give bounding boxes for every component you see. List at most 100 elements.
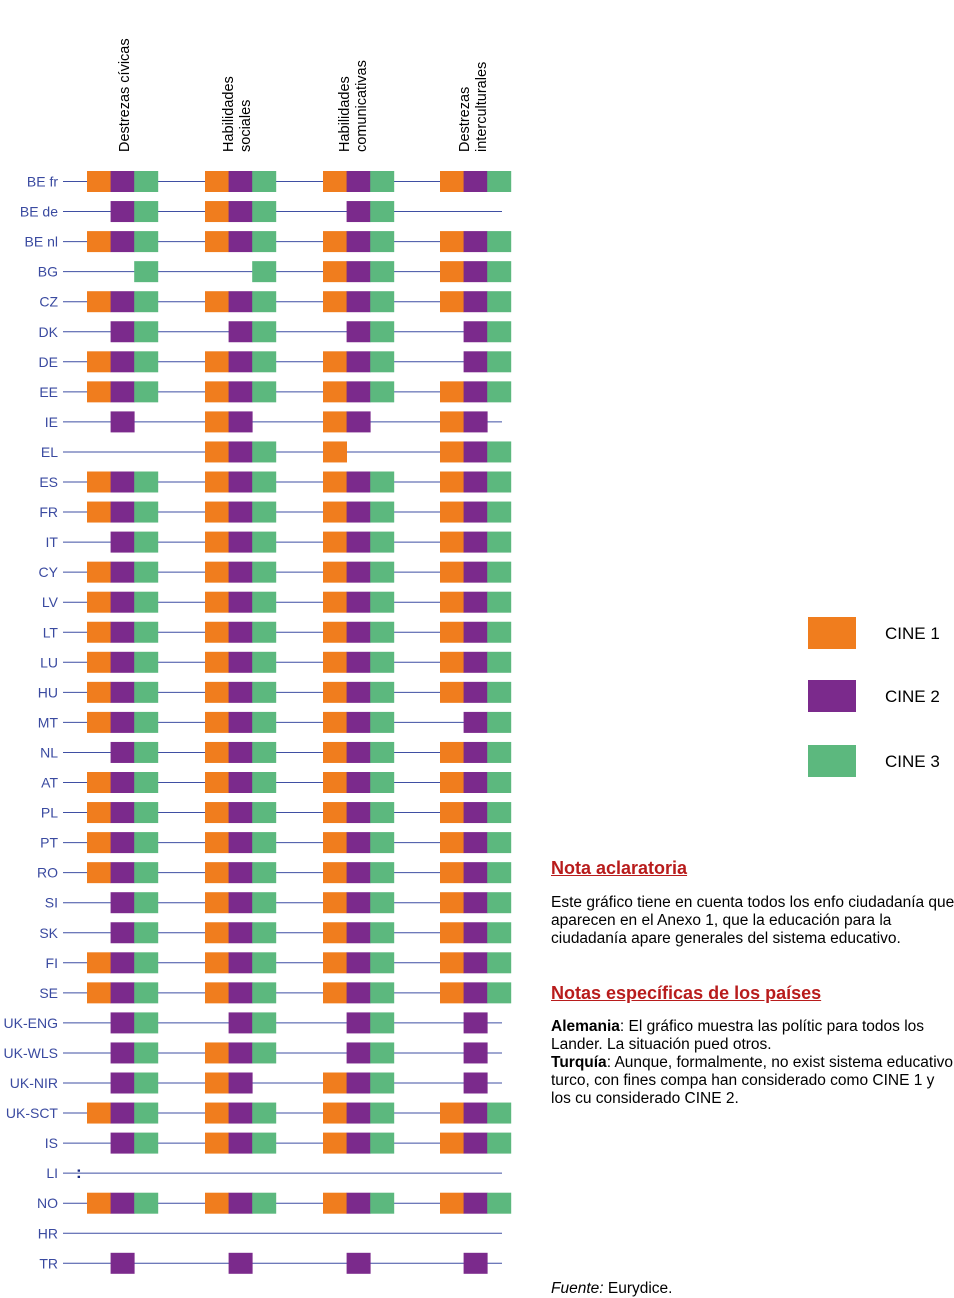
source-label: Fuente:	[551, 1280, 604, 1297]
block-uk-eng-col2-cine2	[228, 1012, 253, 1034]
note-heading-aclaratoria: Nota aclaratoria	[551, 858, 688, 878]
block-lt-col2-cine3	[252, 621, 277, 643]
block-fr-col4-cine1	[440, 501, 464, 523]
block-be-nl-col3-cine2	[346, 231, 371, 253]
block-sk-col4-cine3	[487, 922, 512, 944]
block-uk-sct-col2-cine1	[205, 1102, 229, 1124]
block-de-col1-cine3	[134, 351, 159, 373]
block-hu-col3-cine3	[370, 681, 395, 703]
block-fr-col1-cine3	[134, 501, 159, 523]
block-dk-col3-cine2	[346, 321, 371, 343]
block-fr-col1-cine2	[110, 501, 135, 523]
block-fi-col4-cine1	[440, 952, 464, 974]
block-sk-col2-cine2	[228, 922, 253, 944]
block-pl-col3-cine2	[346, 802, 371, 824]
block-ie-col2-cine1	[205, 411, 229, 433]
block-lt-col4-cine1	[440, 621, 464, 643]
block-ro-col2-cine2	[228, 862, 253, 884]
block-fr-col4-cine3	[487, 501, 512, 523]
block-it-col3-cine1	[323, 531, 347, 553]
country-label-ro: RO	[37, 865, 58, 881]
block-be-nl-col4-cine2	[463, 231, 488, 253]
block-sk-col4-cine1	[440, 922, 464, 944]
block-el-col4-cine2	[463, 441, 488, 463]
block-lt-col2-cine1	[205, 621, 229, 643]
block-se-col3-cine1	[323, 982, 347, 1004]
legend-label-cine3: CINE 3	[885, 752, 940, 771]
block-it-col4-cine2	[463, 531, 488, 553]
block-uk-nir-col3-cine3	[370, 1072, 395, 1094]
block-pt-col1-cine3	[134, 832, 159, 854]
block-uk-sct-col3-cine3	[370, 1102, 395, 1124]
block-si-col1-cine3	[134, 892, 159, 914]
country-label-fi: FI	[46, 955, 58, 971]
block-ro-col2-cine3	[252, 862, 277, 884]
note-text-aclaratoria: Este gráfico tiene en cuenta todos los e…	[551, 894, 954, 956]
block-pt-col4-cine3	[487, 832, 512, 854]
block-cy-col3-cine2	[346, 561, 371, 583]
block-be-fr-col4-cine2	[463, 171, 488, 192]
row-cz: CZ	[39, 291, 512, 313]
block-es-col2-cine1	[205, 471, 229, 493]
block-at-col4-cine3	[487, 772, 512, 793]
country-label-cz: CZ	[39, 294, 58, 310]
block-hu-col2-cine2	[228, 681, 253, 703]
block-de-col3-cine1	[323, 351, 347, 373]
block-cz-col4-cine3	[487, 291, 512, 313]
block-be-de-col1-cine2	[110, 201, 135, 223]
block-cy-col4-cine3	[487, 561, 512, 583]
block-pt-col3-cine1	[323, 832, 347, 854]
block-fi-col3-cine2	[346, 952, 371, 974]
block-at-col2-cine3	[252, 772, 277, 793]
block-cz-col1-cine1	[87, 291, 111, 313]
block-uk-wls-col4-cine2	[463, 1042, 488, 1064]
row-is: IS	[45, 1132, 512, 1154]
block-it-col4-cine3	[487, 531, 512, 553]
block-be-fr-col3-cine1	[323, 171, 347, 192]
row-nl: NL	[40, 741, 512, 763]
block-be-nl-col4-cine3	[487, 231, 512, 253]
block-se-col3-cine2	[346, 982, 371, 1004]
row-uk-nir: UK-NIR	[10, 1072, 502, 1094]
country-label-de: DE	[39, 354, 58, 370]
block-no-col2-cine1	[205, 1192, 229, 1214]
block-se-col2-cine2	[228, 982, 253, 1004]
block-cy-col1-cine1	[87, 561, 111, 583]
block-pt-col4-cine2	[463, 832, 488, 854]
block-si-col3-cine1	[323, 892, 347, 914]
block-sk-col1-cine3	[134, 922, 159, 944]
block-si-col3-cine2	[346, 892, 371, 914]
note-para-alemania: Alemania: El gráfico muestra las polític…	[551, 1018, 954, 1054]
block-bg-col4-cine1	[440, 261, 464, 283]
note-text-paises: Alemania: El gráfico muestra las polític…	[551, 1018, 954, 1116]
block-ro-col3-cine3	[370, 862, 395, 884]
block-nl-col3-cine3	[370, 741, 395, 763]
country-label-ee: EE	[39, 384, 58, 400]
block-lu-col1-cine1	[87, 651, 111, 673]
block-cy-col2-cine1	[205, 561, 229, 583]
block-si-col2-cine3	[252, 892, 277, 914]
block-at-col3-cine2	[346, 772, 371, 793]
block-sk-col2-cine3	[252, 922, 277, 944]
block-sk-col3-cine1	[323, 922, 347, 944]
block-es-col3-cine1	[323, 471, 347, 493]
block-is-col2-cine2	[228, 1132, 253, 1154]
block-es-col4-cine3	[487, 471, 512, 493]
block-fi-col2-cine2	[228, 952, 253, 974]
block-sk-col3-cine3	[370, 922, 395, 944]
legend-swatch-cine3	[808, 745, 856, 777]
row-dk: DK	[39, 321, 512, 343]
block-ee-col4-cine1	[440, 381, 464, 403]
country-label-tr: TR	[39, 1255, 58, 1271]
column-header-1-line-1: Destrezas cívicas	[117, 38, 133, 152]
note-country-alemania: Alemania	[551, 1018, 620, 1035]
block-ro-col4-cine1	[440, 862, 464, 884]
block-uk-eng-col3-cine2	[346, 1012, 371, 1034]
country-label-es: ES	[39, 474, 58, 490]
block-uk-wls-col1-cine2	[110, 1042, 135, 1064]
block-bg-col3-cine1	[323, 261, 347, 283]
block-nl-col3-cine2	[346, 741, 371, 763]
block-be-nl-col3-cine1	[323, 231, 347, 253]
row-ee: EE	[39, 381, 512, 403]
block-fi-col2-cine3	[252, 952, 277, 974]
